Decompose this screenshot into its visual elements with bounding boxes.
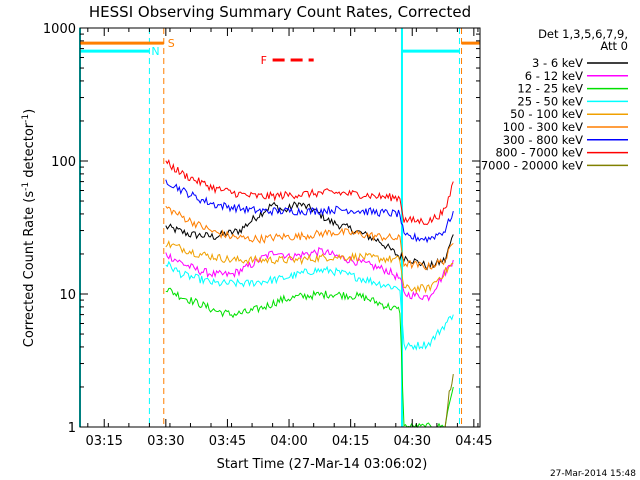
series-line: [165, 158, 454, 226]
y-axis-label-part1: Corrected Count Rate (s: [22, 191, 37, 348]
x-axis-ticks: 03:15 03:30 03:45 04:00 04:15 04:30 04:45: [85, 28, 493, 449]
y-tick-label: 100: [51, 155, 76, 170]
chart-title: HESSI Observing Summary Count Rates, Cor…: [89, 3, 471, 21]
flag-s-label: S: [168, 37, 175, 50]
y-tick-label: 1000: [43, 22, 76, 37]
series-line: [165, 201, 454, 271]
x-tick-label: 04:15: [332, 434, 369, 449]
flag-n-label: N: [151, 45, 159, 58]
y-axis-label-part3: ): [22, 109, 37, 114]
x-tick-label: 04:00: [270, 434, 307, 449]
legend-label: 12 - 25 keV: [517, 82, 583, 96]
plot-frame: [79, 27, 481, 428]
legend-label: 25 - 50 keV: [517, 94, 583, 108]
x-tick-label: 04:45: [455, 434, 492, 449]
x-axis-label: Start Time (27-Mar-14 03:06:02): [217, 457, 428, 472]
legend-header-1: Det 1,3,5,6,7,9,: [538, 27, 628, 41]
x-tick-label: 04:30: [394, 434, 431, 449]
series-line: [165, 287, 454, 429]
x-tick-label: 03:15: [85, 434, 122, 449]
timestamp: 27-Mar-2014 15:48: [550, 469, 636, 479]
series-line: [165, 179, 454, 244]
chart-marks: SN F: [79, 28, 480, 429]
legend-label: 6 - 12 keV: [525, 69, 583, 83]
legend-label: 50 - 100 keV: [510, 107, 583, 121]
legend-label: 100 - 300 keV: [503, 120, 583, 134]
series-line: [165, 260, 454, 351]
plot-area: SN F: [79, 27, 481, 429]
flag-f-label: F: [261, 54, 267, 67]
y-axis-ticks: 1 10 100 1000: [43, 22, 480, 436]
x-tick-label: 03:45: [209, 434, 246, 449]
legend-label: 7000 - 20000 keV: [481, 158, 583, 172]
series-line: [444, 374, 454, 428]
series-line: [165, 240, 454, 294]
y-axis-label: Corrected Count Rate (s-1 detector-1): [21, 109, 37, 347]
legend-label: 3 - 6 keV: [532, 56, 583, 70]
y-axis-label-sup1: -1: [21, 182, 31, 191]
series-line: [165, 246, 454, 302]
y-tick-label: 10: [59, 288, 76, 303]
y-axis-label-sup2: -1: [21, 114, 31, 123]
y-axis-label-part2: detector: [22, 122, 37, 182]
legend-label: 800 - 7000 keV: [495, 146, 583, 160]
series-line: [165, 205, 454, 271]
y-tick-label: 1: [68, 421, 76, 436]
x-tick-label: 03:30: [147, 434, 184, 449]
legend-header-2: Att 0: [600, 39, 628, 53]
legend-label: 300 - 800 keV: [503, 133, 583, 147]
